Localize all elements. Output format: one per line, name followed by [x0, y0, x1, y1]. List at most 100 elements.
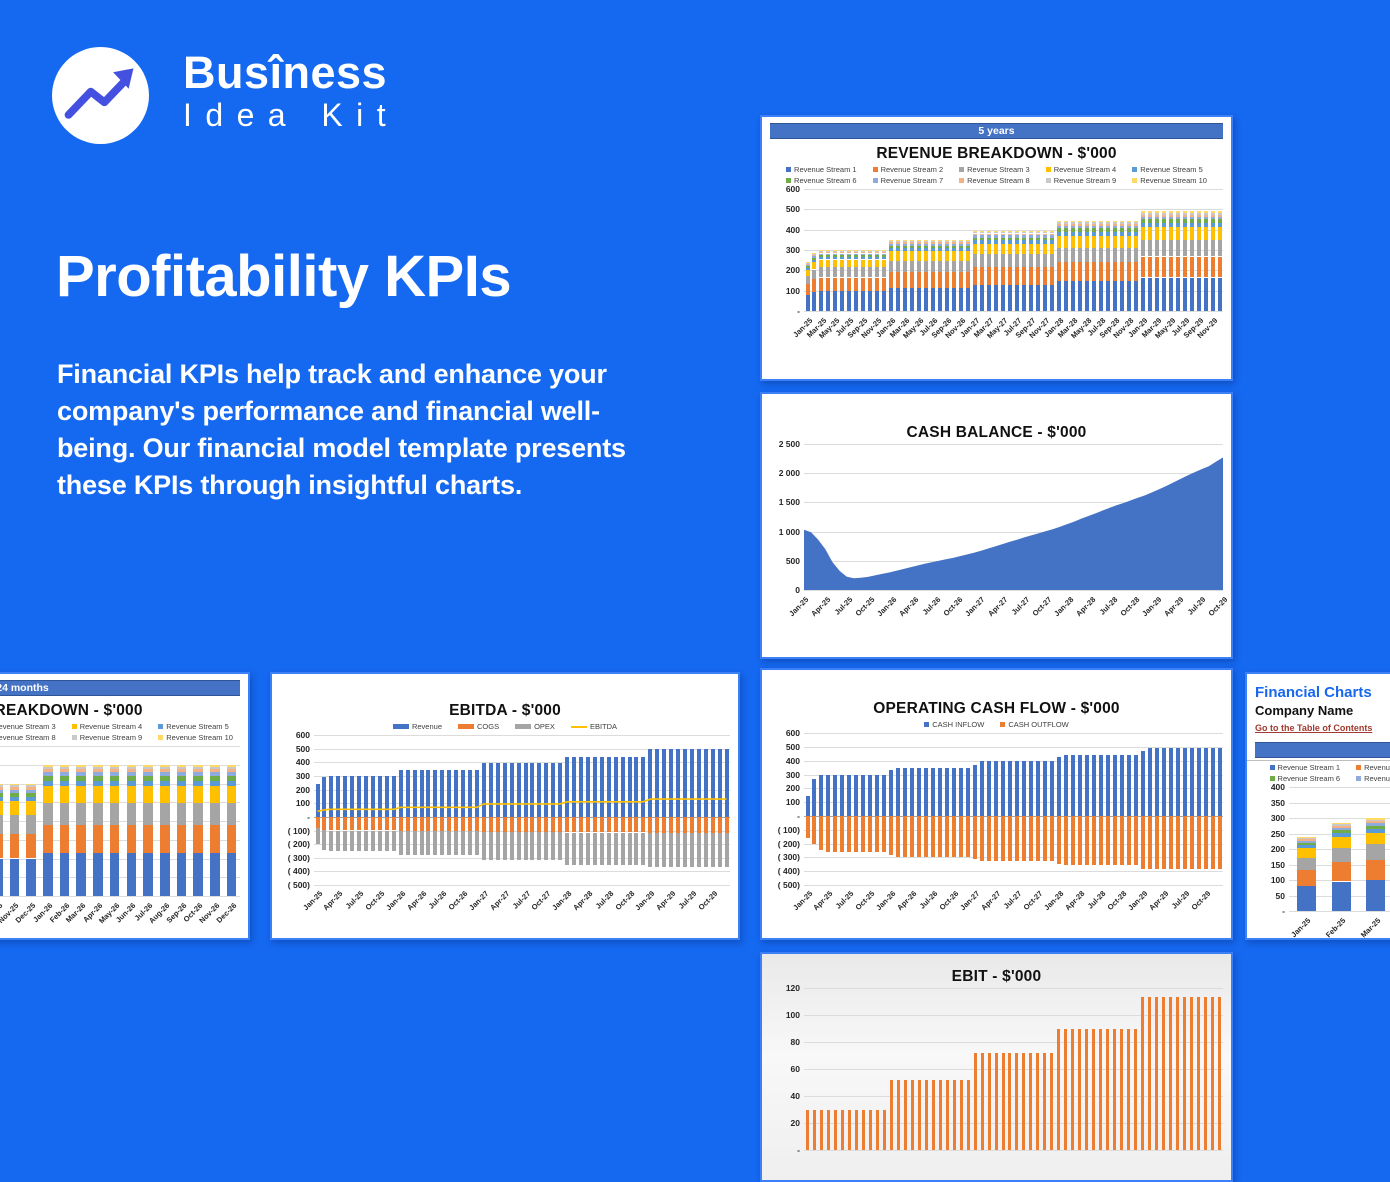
bar-segment: [805, 263, 810, 265]
bar-segment: [882, 250, 887, 251]
bar-segment: [1161, 216, 1166, 220]
bar-segment-negative: [1015, 815, 1020, 861]
bar-segment: [959, 260, 964, 273]
legend-label: Revenue Stream 2: [1364, 763, 1390, 772]
bar-segment: [1042, 240, 1047, 244]
legend-label: Revenue Stream 1: [794, 165, 857, 174]
bar-segment: [847, 250, 852, 251]
bar-segment: [1182, 211, 1187, 213]
bar-segment: [143, 776, 153, 781]
y-axis-label: 1 000: [778, 526, 800, 537]
y-axis-label: 600: [785, 184, 800, 194]
bar-segment: [980, 233, 985, 236]
bar-segment-negative: [509, 816, 514, 832]
bar-segment-negative: [530, 831, 535, 861]
bar-segment: [43, 780, 53, 787]
gridline: [1289, 818, 1390, 819]
bar-segment: [210, 803, 220, 825]
bar-segment-negative: [682, 833, 687, 867]
bar-segment: [1120, 1028, 1124, 1150]
plot-wrapper: 600 500 400 300 200 100 - ( 100) ( 200) ( 300) ( 4…: [770, 728, 1223, 890]
bar-segment: [59, 803, 70, 825]
bar-segment: [833, 290, 838, 311]
bar-segment: [980, 761, 985, 816]
bar-segment: [502, 763, 507, 817]
bar-segment: [1015, 267, 1020, 285]
plot-area: [804, 988, 1223, 1151]
bar-segment-negative: [689, 833, 694, 867]
bar-segment-negative: [315, 827, 320, 845]
bar-segment: [1140, 214, 1145, 217]
bar-segment: [1366, 823, 1386, 826]
bar-segment: [43, 764, 53, 768]
bar-segment: [1015, 240, 1020, 244]
bar-segment: [1070, 231, 1075, 236]
bar-segment: [1168, 213, 1173, 215]
bar-segment: [1035, 230, 1040, 233]
gridline: [804, 843, 1223, 845]
bar-segment: [1021, 235, 1026, 238]
bar-segment: [1119, 222, 1124, 224]
legend-swatch: [458, 724, 474, 729]
bar-segment: [819, 253, 824, 256]
bar-segment: [980, 254, 985, 268]
bar-segment-negative: [1084, 815, 1089, 866]
bar-segment: [931, 287, 936, 311]
bar-segment: [938, 287, 943, 311]
bar-segment: [634, 756, 639, 817]
bar-segment: [160, 776, 170, 781]
bar-segment-negative: [620, 816, 625, 833]
bar-segment: [1084, 231, 1089, 236]
bar-segment: [627, 756, 632, 817]
bar-segment: [1084, 235, 1089, 248]
bar-segment: [1098, 231, 1103, 236]
bar-segment: [488, 763, 493, 817]
bar-segment: [193, 803, 204, 825]
bar-segment: [889, 1079, 893, 1150]
bar-segment: [854, 774, 859, 816]
bar-segment: [819, 775, 824, 816]
bar-segment: [847, 290, 852, 311]
bar-segment: [1021, 240, 1026, 244]
bar-segment-negative: [696, 833, 701, 867]
y-axis-label: 400: [785, 224, 800, 235]
bar-segment: [1133, 224, 1138, 226]
bar-segment: [910, 768, 915, 816]
gridline: [314, 735, 730, 736]
bar-segment: [959, 1079, 963, 1150]
legend-item: OPEX: [515, 722, 555, 731]
revenue-breakdown-5y-chart: REVENUE BREAKDOWN - $'000 Revenue Stream …: [762, 139, 1231, 354]
bar-segment: [1331, 824, 1351, 826]
bar-segment: [1028, 235, 1033, 238]
legend-label: EBITDA: [589, 722, 618, 731]
chart-legend: CASH INFLOW CASH OUTFLOW: [770, 720, 1223, 729]
bar-segment: [875, 252, 880, 254]
legend-label: COGS: [477, 722, 500, 731]
bar-segment: [1189, 277, 1194, 312]
gridline: [1289, 787, 1390, 788]
bar-segment-negative: [1126, 815, 1131, 866]
bar-segment-negative: [419, 831, 424, 855]
bar-segment: [537, 763, 542, 817]
bar-segment: [945, 245, 950, 249]
table-of-contents-link[interactable]: Go to the Table of Contents: [1255, 723, 1373, 733]
y-axis-label: ( 400): [287, 866, 310, 877]
bar-segment-negative: [488, 816, 493, 832]
bar-segment: [896, 241, 901, 243]
gridline: [804, 1123, 1223, 1124]
bar-segment: [43, 786, 53, 803]
bar-segment-negative: [461, 816, 466, 832]
bar-segment-negative: [994, 815, 999, 861]
bar-segment: [1331, 822, 1351, 825]
bar-segment: [1056, 235, 1061, 248]
x-axis-labels: Jan-25 Mar-25 May-25 Jul-25 Sep-25 Nov-25 Jan-…: [791, 312, 1223, 354]
bar-segment: [952, 251, 957, 261]
bar-segment-negative: [419, 816, 424, 832]
bar-segment: [9, 815, 20, 835]
bar-segment: [1133, 262, 1138, 281]
bar-segment: [26, 858, 36, 896]
bar-segment: [1154, 214, 1159, 217]
bar-segment: [126, 767, 137, 770]
bar-segment: [840, 253, 845, 256]
bar-segment-negative: [377, 830, 382, 851]
